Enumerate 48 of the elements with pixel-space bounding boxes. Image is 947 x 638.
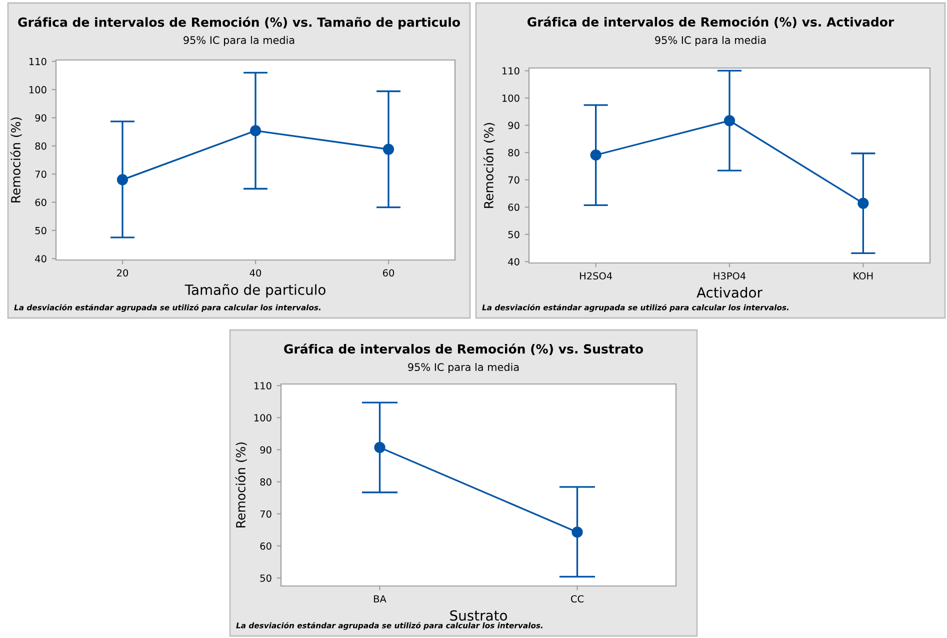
x-tick-label: H2SO4 [580, 272, 612, 280]
y-tick-label: 110 [254, 382, 272, 390]
x-axis-title: Tamaño de particulo [184, 284, 326, 298]
x-tick-label: BA [374, 595, 386, 602]
x-tick-label: KOH [854, 272, 873, 280]
y-tick-label: 50 [508, 230, 520, 238]
y-axis-title: Remoción (%) [235, 442, 247, 528]
y-tick-label: 60 [35, 198, 46, 206]
chart-subtitle: 95% IC para la media [408, 362, 519, 374]
point [250, 125, 262, 136]
chart-subtitle: 95% IC para la media [655, 36, 766, 46]
point [724, 115, 736, 126]
point [116, 174, 128, 186]
y-tick-label: 110 [29, 58, 46, 66]
point [382, 144, 394, 155]
y-tick-label: 50 [35, 226, 46, 234]
point [858, 198, 869, 209]
y-tick-label: 100 [502, 94, 520, 102]
y-axis-title: Remoción (%) [483, 122, 495, 208]
y-tick-label: 60 [508, 204, 520, 211]
chart-title: Gráfica de intervalos de Remoción (%) vs. Sustrato [284, 343, 644, 356]
y-tick-label: 70 [35, 170, 46, 178]
x-axis-title: Activador [696, 286, 762, 298]
y-tick-label: 40 [35, 255, 46, 262]
y-tick-label: 80 [35, 142, 46, 150]
y-tick-label: 70 [260, 510, 272, 518]
x-axis-title: Sustrato [450, 610, 507, 621]
y-tick-label: 50 [260, 574, 272, 582]
y-tick-label: 110 [502, 67, 520, 75]
y-tick-label: 70 [508, 176, 520, 184]
y-tick-label: 80 [508, 149, 520, 156]
y-tick-label: 80 [260, 478, 272, 486]
y-tick-label: 90 [508, 122, 520, 130]
y-tick-label: 60 [260, 542, 272, 550]
y-tick-label: 90 [35, 114, 46, 122]
y-tick-label: 40 [508, 258, 520, 266]
y-tick-label: 100 [29, 86, 46, 94]
x-tick-label: 20 [117, 269, 128, 277]
chart-title: Gráfica de intervalos de Remoción (%) vs. Tamaño de particulo [18, 16, 460, 30]
y-axis-title: Remoción (%) [10, 117, 22, 202]
chart-subtitle: 95% IC para la media [184, 36, 294, 46]
x-tick-label: CC [571, 595, 584, 603]
point [590, 149, 602, 161]
x-tick-label: H3PO4 [714, 272, 746, 280]
x-tick-label: 60 [382, 269, 394, 277]
chart-title: Gráfica de intervalos de Remoción (%) vs. Activador [528, 16, 894, 28]
y-tick-label: 100 [254, 414, 272, 422]
y-tick-label: 90 [260, 446, 272, 454]
